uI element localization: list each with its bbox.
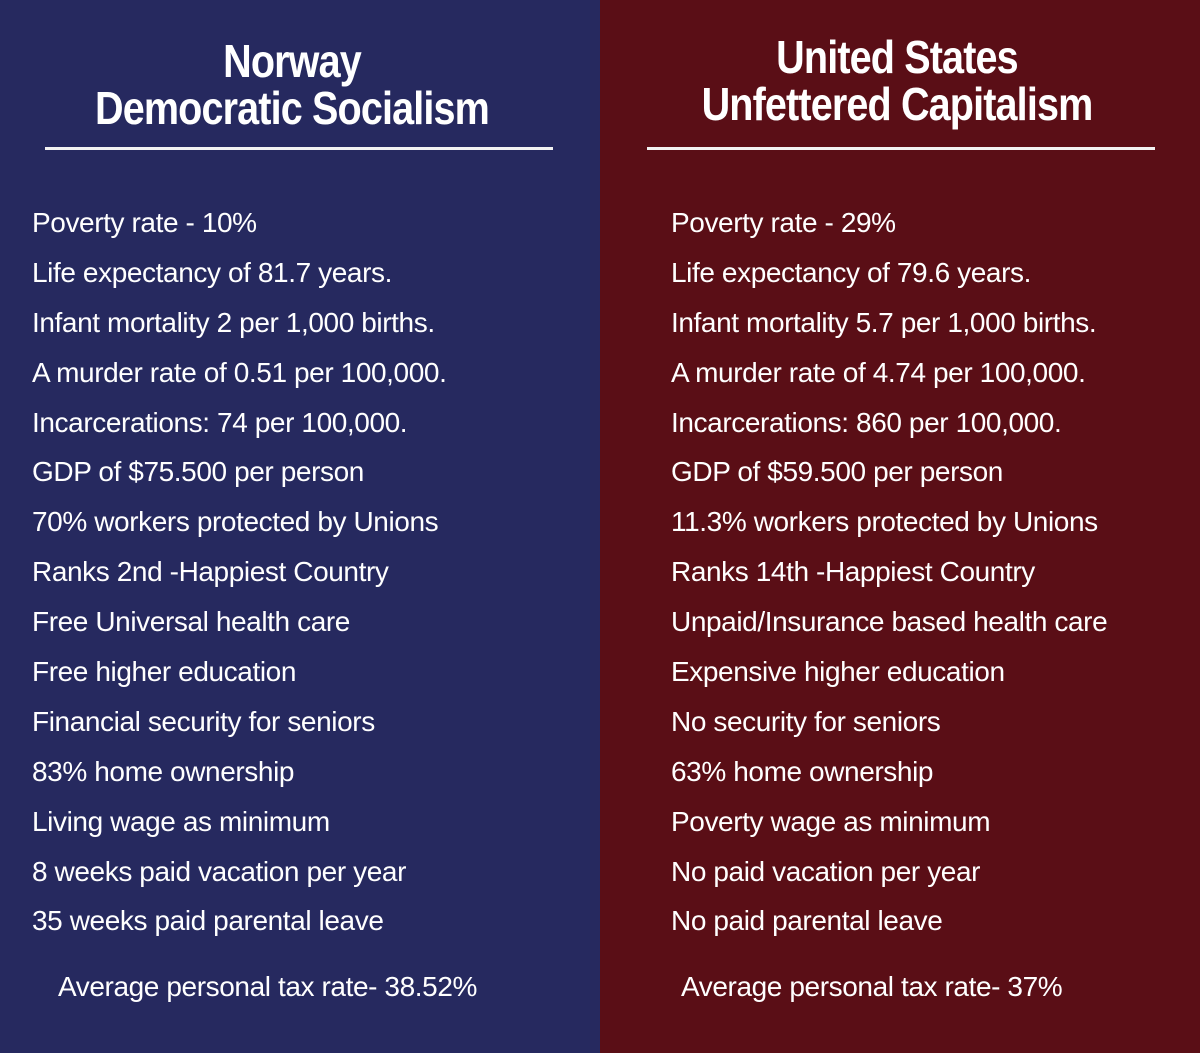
norway-title-underline <box>45 147 553 150</box>
us-stat-item: A murder rate of 4.74 per 100,000. <box>671 356 1086 388</box>
norway-stat-item: 70% workers protected by Unions <box>32 506 439 538</box>
us-stat-item: 63% home ownership <box>671 755 934 787</box>
us-stats-list: Poverty rate - 29% Life expectancy of 79… <box>671 198 1108 946</box>
us-stat-item: Life expectancy of 79.6 years. <box>671 256 1031 288</box>
us-panel: United States Unfettered Capitalism Pove… <box>600 0 1200 1053</box>
norway-tax-rate: Average personal tax rate- 38.52% <box>58 971 477 1002</box>
norway-stat-item: Life expectancy of 81.7 years. <box>32 256 392 288</box>
us-stat-item: 11.3% workers protected by Unions <box>671 506 1098 538</box>
norway-title-country: Norway <box>223 35 362 87</box>
norway-stats-list: Poverty rate - 10% Life expectancy of 81… <box>32 198 447 946</box>
us-stat-item: Ranks 14th -Happiest Country <box>671 556 1035 588</box>
us-stat-item: Infant mortality 5.7 per 1,000 births. <box>671 306 1097 338</box>
us-stat-item: Unpaid/Insurance based health care <box>671 606 1108 638</box>
norway-stat-item: Infant mortality 2 per 1,000 births. <box>32 306 435 338</box>
norway-stat-item: Free higher education <box>32 656 296 688</box>
us-stat-item: No paid vacation per year <box>671 855 981 887</box>
norway-stat-item: A murder rate of 0.51 per 100,000. <box>32 356 447 388</box>
norway-stat-item: Poverty rate - 10% <box>32 207 257 238</box>
norway-stat-item: Free Universal health care <box>32 606 350 638</box>
us-tax-rate: Average personal tax rate- 37% <box>681 971 1063 1002</box>
us-stat-item: Expensive higher education <box>671 656 1005 688</box>
norway-stat-item: Living wage as minimum <box>32 805 330 837</box>
us-stat-item: No security for seniors <box>671 705 941 737</box>
us-stat-item: No paid parental leave <box>671 905 943 937</box>
us-title-underline <box>647 147 1155 150</box>
norway-stat-item: 35 weeks paid parental leave <box>32 905 384 937</box>
us-stat-item: Poverty rate - 29% <box>671 207 896 238</box>
norway-stat-item: Ranks 2nd -Happiest Country <box>32 556 389 588</box>
norway-panel: Norway Democratic Socialism Poverty rate… <box>0 0 600 1053</box>
norway-stat-item: GDP of $75.500 per person <box>32 456 364 488</box>
norway-stat-item: Incarcerations: 74 per 100,000. <box>32 406 408 438</box>
us-title-country: United States <box>776 31 1018 83</box>
us-title: United States Unfettered Capitalism <box>639 34 1155 128</box>
norway-stat-item: 8 weeks paid vacation per year <box>32 855 406 887</box>
norway-stat-item: 83% home ownership <box>32 755 295 787</box>
us-stat-item: Poverty wage as minimum <box>671 805 991 837</box>
us-title-system: Unfettered Capitalism <box>701 78 1094 130</box>
norway-stat-item: Financial security for seniors <box>32 705 375 737</box>
us-stat-item: Incarcerations: 860 per 100,000. <box>671 406 1062 438</box>
norway-title: Norway Democratic Socialism <box>34 38 550 132</box>
norway-title-system: Democratic Socialism <box>95 82 490 134</box>
us-stat-item: GDP of $59.500 per person <box>671 456 1003 488</box>
